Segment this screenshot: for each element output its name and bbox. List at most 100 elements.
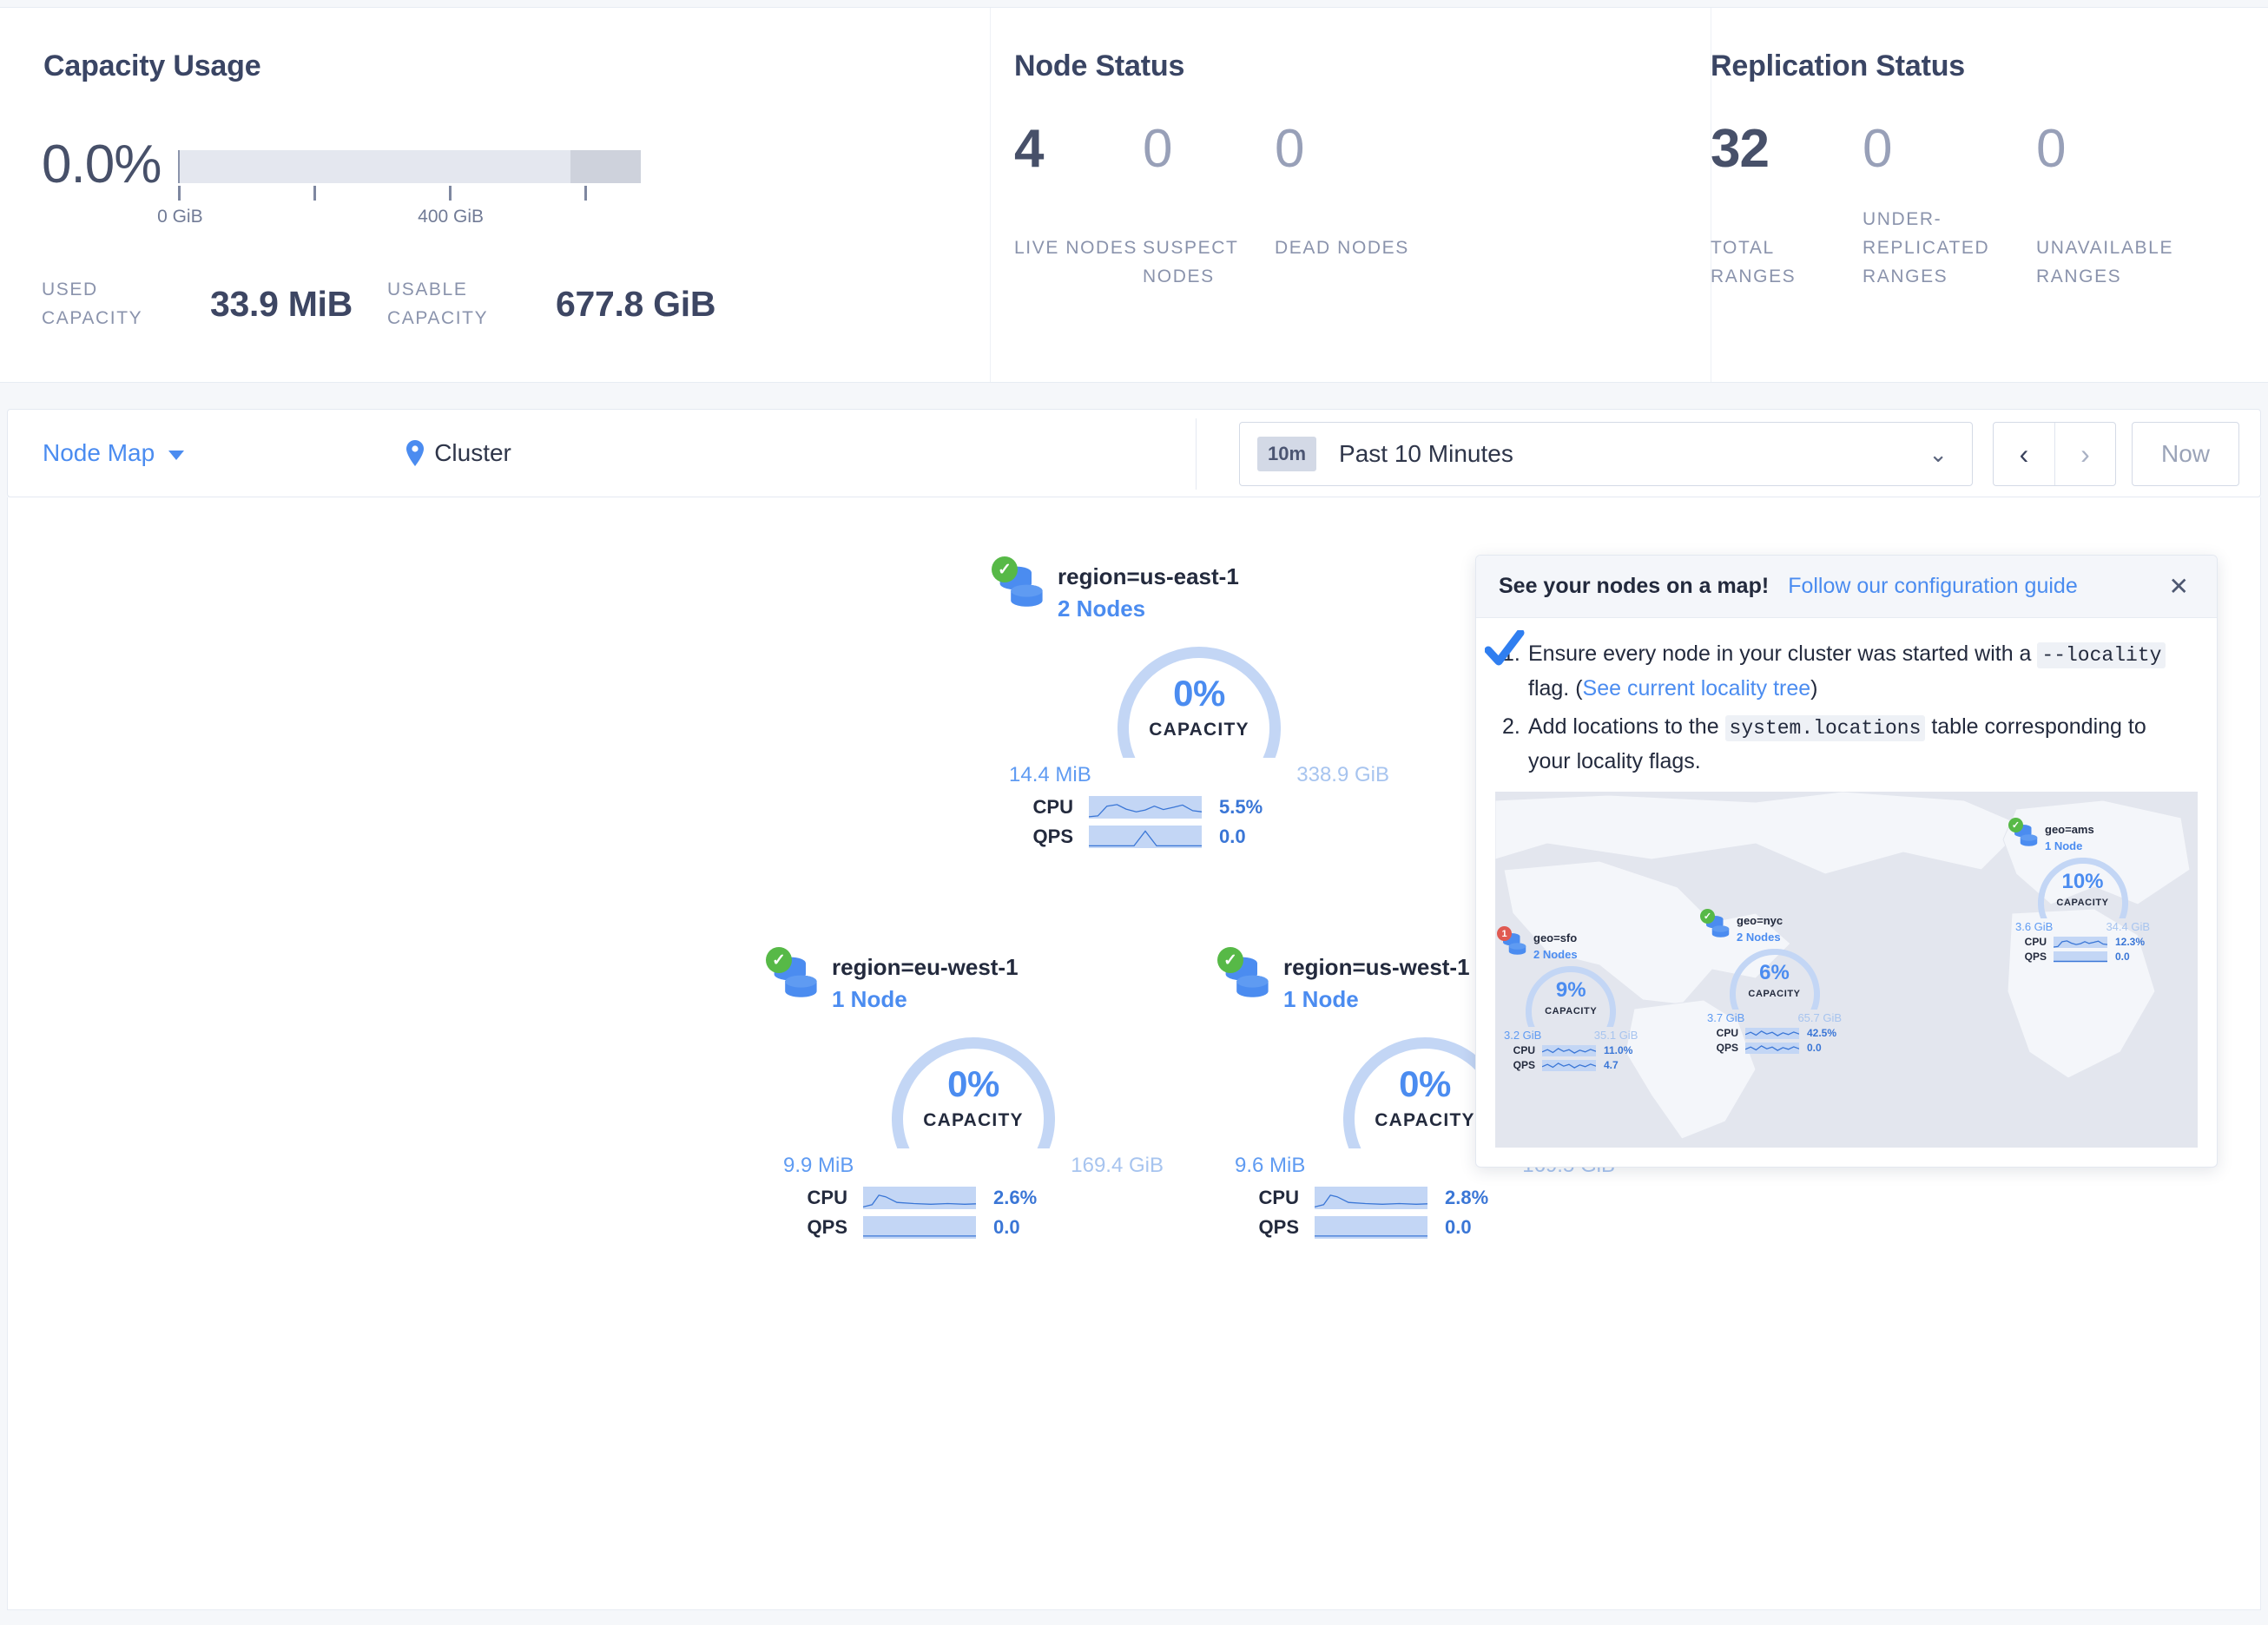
step2-suffix: table corresponding to your locality fla… <box>1528 714 2146 773</box>
marker-name: geo=sfo <box>1533 931 1578 944</box>
marker-name: geo=ams <box>2045 823 2094 836</box>
world-map-landmass <box>1495 792 2191 1140</box>
marker-gauge-caption: CAPACITY <box>1545 1006 1598 1016</box>
popover-steps: Ensure every node in your cluster was st… <box>1499 637 2194 778</box>
locality-node-count[interactable]: 1 Node <box>1283 986 1359 1012</box>
marker-node-count: 1 Node <box>2045 839 2083 852</box>
locality-tree-link[interactable]: See current locality tree <box>1582 676 1811 701</box>
marker-gauge-percent: 10% <box>2061 870 2104 893</box>
marker-qps-label: QPS <box>2024 951 2047 963</box>
locality-name: region=eu-west-1 <box>832 954 1019 980</box>
cpu-row: CPU 2.6% <box>792 1187 1155 1209</box>
marker-gauge-percent: 9% <box>1555 978 1586 1002</box>
map-locality-marker: ✓ geo=nyc 2 Nodes 6% CAPACITY 3.7 GiB 65.7 GiB… <box>1700 909 1845 1054</box>
database-stack-icon: ✓ <box>992 556 1052 614</box>
cpu-row: CPU 2.8% <box>1243 1187 1606 1209</box>
locality-names: region=us-west-1 1 Node <box>1283 952 1470 1013</box>
status-badge: ✓ <box>2008 818 2023 832</box>
capacity-used: 9.6 MiB <box>1235 1154 1306 1177</box>
marker-qps-sparkline <box>1542 1059 1596 1071</box>
status-badge: 1 <box>1497 926 1512 941</box>
marker-names: geo=nyc 2 Nodes <box>1737 913 1783 944</box>
database-stack-icon: ✓ <box>1217 947 1278 1004</box>
capacity-total: 338.9 GiB <box>1296 763 1389 786</box>
time-prev-button[interactable]: ‹ <box>2019 438 2029 470</box>
locality-node-count[interactable]: 1 Node <box>832 986 907 1012</box>
configuration-guide-link[interactable]: Follow our configuration guide <box>1788 574 2078 598</box>
used-capacity-stat: USED CAPACITY 33.9 MiB <box>42 275 353 332</box>
capacity-bar-overflow <box>570 150 642 183</box>
step1-mid: flag. ( <box>1528 676 1583 701</box>
database-stack-icon: 1 <box>1497 926 1530 958</box>
locality-card[interactable]: ✓ region=us-east-1 2 Nodes 0% CAPACITY 14.4 M… <box>992 556 1403 848</box>
status-badge: ✓ <box>1217 947 1243 973</box>
capacity-used: 9.9 MiB <box>783 1154 854 1177</box>
world-map-preview: 1 geo=sfo 2 Nodes 9% CAPACITY 3.2 GiB 35.1 GiB… <box>1495 792 2198 1148</box>
marker-qps-row: QPS 0.0 <box>2021 951 2145 963</box>
breadcrumb-label: Cluster <box>434 439 511 466</box>
qps-row: QPS 0.0 <box>1243 1216 1606 1239</box>
marker-gauge: 6% CAPACITY <box>1729 949 1820 1010</box>
capacity-percent: 0.0% <box>42 135 162 194</box>
gauge-percent: 0% <box>1399 1063 1451 1104</box>
gauge-caption: CAPACITY <box>923 1110 1024 1130</box>
marker-qps-label: QPS <box>1513 1059 1535 1071</box>
marker-sparklines: CPU 11.0% QPS 4.7 <box>1500 1044 1641 1071</box>
metric-value: 0 <box>1275 119 1304 179</box>
locality-node-count[interactable]: 2 Nodes <box>1058 595 1146 622</box>
marker-qps-row: QPS 0.0 <box>1712 1042 1836 1054</box>
time-next-button[interactable]: › <box>2054 423 2115 485</box>
metric-value: 0 <box>1863 119 1892 179</box>
marker-cpu-label: CPU <box>1716 1027 1738 1039</box>
usable-capacity-stat: USABLE CAPACITY 677.8 GiB <box>387 275 715 332</box>
marker-gauge: 10% CAPACITY <box>2037 858 2128 918</box>
time-range-select[interactable]: 10m Past 10 Minutes ⌄ <box>1239 422 1973 486</box>
capacity-bar <box>178 150 642 183</box>
replication-status-title: Replication Status <box>1711 49 1966 82</box>
capacity-total: 169.4 GiB <box>1071 1154 1164 1177</box>
marker-cpu-label: CPU <box>1513 1044 1535 1056</box>
location-pin-icon <box>406 440 425 466</box>
locality-header: ✓ region=eu-west-1 1 Node <box>766 947 1177 1013</box>
marker-cpu-value: 42.5% <box>1807 1027 1837 1039</box>
marker-header: 1 geo=sfo 2 Nodes <box>1497 926 1641 961</box>
marker-cpu-value: 12.3% <box>2115 936 2146 948</box>
capacity-axis-label: 400 GiB <box>418 207 485 227</box>
time-range-badge: 10m <box>1257 437 1317 471</box>
chevron-down-icon: ⌄ <box>1928 441 1948 467</box>
locality-card[interactable]: ✓ region=eu-west-1 1 Node 0% CAPACITY 9.9 MiB… <box>766 947 1177 1239</box>
locality-card[interactable]: ✓ region=us-west-1 1 Node 0% CAPACITY 9.6 MiB… <box>1217 947 1629 1239</box>
qps-sparkline <box>863 1216 976 1239</box>
gauge-caption: CAPACITY <box>1149 720 1249 740</box>
capacity-bar-wrap: 0 GiB 400 GiB <box>157 138 716 227</box>
breadcrumb[interactable]: Cluster <box>406 439 511 467</box>
close-icon[interactable]: ✕ <box>2168 572 2189 600</box>
time-now-button[interactable]: Now <box>2132 422 2239 486</box>
qps-label: QPS <box>1258 1216 1299 1238</box>
gauge-caption: CAPACITY <box>1375 1110 1475 1130</box>
summary-bar: Capacity Usage 0.0% 0 GiB 400 GiB USED CA… <box>0 7 2268 383</box>
capacity-tick <box>584 186 588 201</box>
cpu-label: CPU <box>807 1187 847 1208</box>
marker-sparklines: CPU 42.5% QPS 0.0 <box>1704 1027 1845 1054</box>
qps-row: QPS 0.0 <box>792 1216 1155 1239</box>
marker-cpu-label: CPU <box>2024 936 2047 948</box>
marker-capacity-used: 3.2 GiB <box>1504 1029 1542 1042</box>
metric-value: 0 <box>2036 119 2066 179</box>
database-stack-icon: ✓ <box>2008 818 2041 850</box>
metric-suspect-nodes: 0 SUSPECT NODES <box>1143 121 1275 291</box>
marker-gauge: 9% CAPACITY <box>1526 966 1617 1027</box>
marker-names: geo=ams 1 Node <box>2045 822 2094 852</box>
node-status-panel: Node Status 4 LIVE NODES 0 SUSPECT NODES 0 DE… <box>990 8 1711 382</box>
replication-status-panel: Replication Status 32 TOTAL RANGES 0 UNDER-… <box>1711 8 2268 382</box>
popover-step-2: Add locations to the system.locations ta… <box>1499 710 2194 778</box>
node-status-metrics: 4 LIVE NODES 0 SUSPECT NODES 0 DEAD NODES <box>1014 121 1414 291</box>
qps-sparkline <box>1089 826 1202 848</box>
view-selector[interactable]: Node Map <box>43 439 185 467</box>
sparkline-rows: CPU 2.6% QPS 0.0 <box>769 1187 1177 1239</box>
metric-value: 4 <box>1014 119 1044 179</box>
capacity-tick <box>178 186 181 201</box>
locality-header: ✓ region=us-east-1 2 Nodes <box>992 556 1403 622</box>
marker-cpu-sparkline <box>1542 1044 1596 1056</box>
